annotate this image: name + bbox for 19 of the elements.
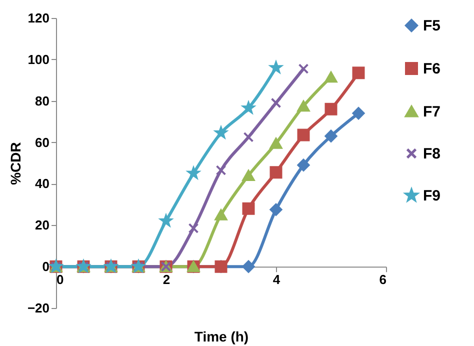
x-tick-label: 0 <box>56 272 64 288</box>
legend-label: F9 <box>423 188 441 204</box>
y-tick-label: 100 <box>28 52 50 67</box>
legend-label: F7 <box>423 104 441 120</box>
y-tick-label: 80 <box>35 93 50 108</box>
y-tick-label: 0 <box>42 259 50 274</box>
legend-label: F5 <box>423 18 441 34</box>
legend-label: F6 <box>423 60 441 78</box>
x-tick-label: 4 <box>272 272 281 288</box>
x-axis-title: Time (h) <box>194 328 249 344</box>
y-tick-label: 60 <box>35 134 50 150</box>
y-tick-label: 20 <box>35 218 50 233</box>
y-tick-label: 40 <box>35 176 50 192</box>
y-tick-label: −20 <box>27 300 50 316</box>
x-tick-label: 2 <box>162 272 170 288</box>
y-axis-title: %CDR <box>7 142 24 185</box>
x-tick-label: 6 <box>379 272 386 288</box>
y-tick-label: 120 <box>28 10 50 26</box>
legend-label: F8 <box>423 146 441 162</box>
